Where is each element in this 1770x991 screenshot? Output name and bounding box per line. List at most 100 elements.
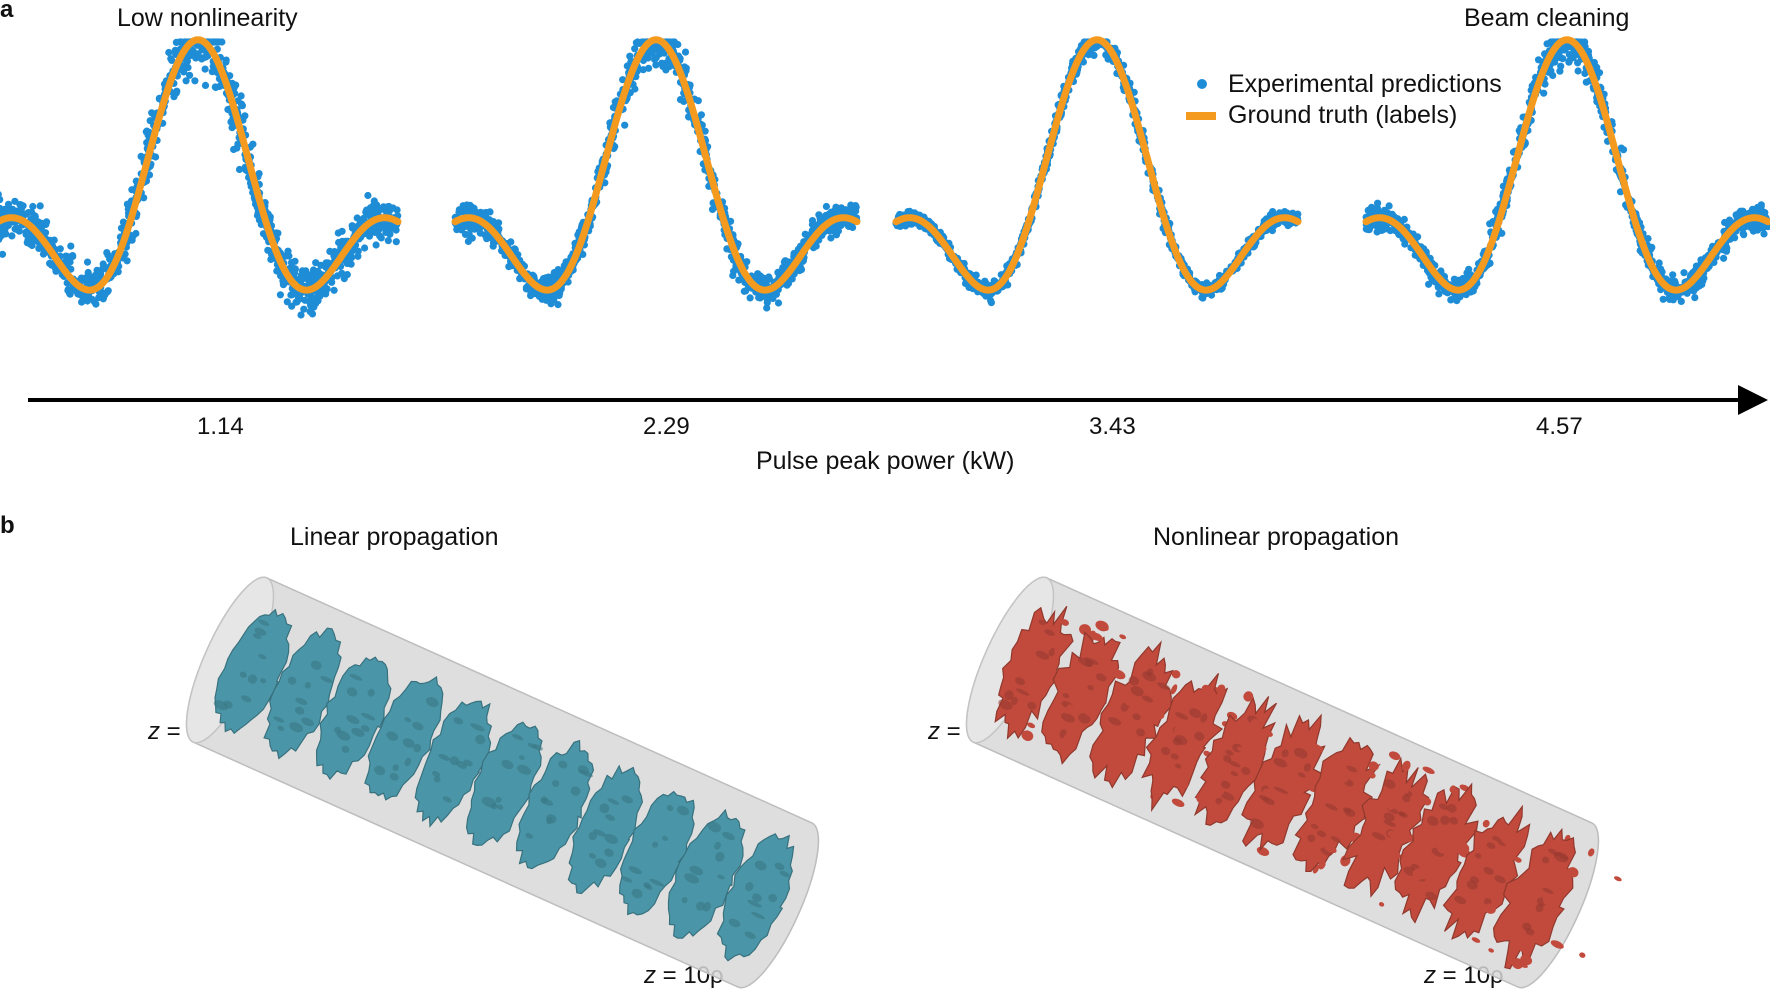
prediction-dot <box>808 220 817 228</box>
prediction-dot <box>386 230 394 238</box>
prediction-dot <box>191 77 199 85</box>
prediction-dot <box>296 295 304 303</box>
prediction-dot <box>228 124 236 132</box>
tick-label: 3.43 <box>1089 413 1136 440</box>
prediction-dot <box>1561 46 1569 54</box>
prediction-dot <box>283 298 291 306</box>
prediction-dot <box>235 165 244 174</box>
prediction-dot <box>522 285 531 293</box>
prediction-dot <box>831 208 839 216</box>
prediction-dot <box>1 225 9 233</box>
prediction-dot <box>723 245 731 253</box>
prediction-dot <box>797 266 806 274</box>
prediction-dot <box>201 81 210 89</box>
prediction-dot <box>1757 201 1765 209</box>
prediction-dot <box>338 237 346 245</box>
nonlinear-propagation-title: Nonlinear propagation <box>1153 523 1400 551</box>
prediction-dot <box>1449 295 1457 303</box>
prediction-dot <box>148 109 156 117</box>
prediction-dot <box>1720 254 1728 262</box>
prediction-dot <box>1722 247 1731 255</box>
prediction-dot <box>22 230 30 238</box>
prediction-dot <box>35 244 43 252</box>
prediction-dot <box>740 287 748 295</box>
prediction-dot <box>176 38 184 46</box>
low-nonlinearity-annotation: Low nonlinearity <box>117 4 298 32</box>
prediction-dot <box>304 274 312 282</box>
prediction-dot <box>297 311 305 319</box>
prediction-dot <box>354 252 362 260</box>
prediction-dot <box>288 302 296 310</box>
prediction-dot <box>1498 229 1506 237</box>
prediction-dots-2 <box>451 38 861 312</box>
prediction-dot <box>353 214 361 222</box>
intensity-blob <box>263 627 342 760</box>
intensity-blob <box>1041 620 1142 765</box>
legend-predictions-label: Experimental predictions <box>1228 70 1502 98</box>
prediction-dot <box>85 272 93 280</box>
prediction-dot <box>987 296 995 305</box>
prediction-dot <box>364 191 372 200</box>
prediction-dot <box>665 63 673 71</box>
prediction-dot <box>1400 215 1408 223</box>
prediction-dot <box>0 236 3 243</box>
prediction-dot <box>372 241 380 249</box>
prediction-dot <box>237 92 245 100</box>
prediction-dot <box>1760 230 1768 238</box>
prediction-dot <box>579 250 587 258</box>
prediction-dot <box>685 113 693 121</box>
prediction-dot <box>297 271 306 279</box>
prediction-dot <box>464 237 472 245</box>
prediction-dot <box>173 87 181 95</box>
prediction-dot <box>1463 269 1471 277</box>
prediction-dot <box>212 83 220 92</box>
prediction-dot <box>361 244 369 252</box>
intensity-blob <box>567 764 644 895</box>
legend-predictions-marker <box>1197 79 1207 89</box>
panel-a-letter: a <box>0 0 14 23</box>
prediction-dot <box>1565 51 1573 59</box>
prediction-dot <box>763 299 771 307</box>
prediction-dot <box>340 275 348 283</box>
legend-ground-truth-label: Ground truth (labels) <box>1228 101 1458 129</box>
prediction-dot <box>0 250 7 258</box>
prediction-dot <box>639 66 647 74</box>
intensity-blob <box>1342 756 1470 907</box>
beam-cleaning-annotation: Beam cleaning <box>1464 4 1630 32</box>
prediction-dot <box>489 239 498 247</box>
prediction-dot <box>276 291 284 299</box>
prediction-dot <box>681 48 690 56</box>
prediction-dot <box>825 210 833 218</box>
prediction-dot <box>222 58 230 66</box>
prediction-dot <box>784 259 792 267</box>
prediction-dot <box>16 201 24 209</box>
ground-truth-line-4 <box>1362 36 1770 294</box>
prediction-dot <box>146 117 154 125</box>
prediction-dot <box>652 54 660 62</box>
intensity-blob <box>515 739 595 870</box>
prediction-dot <box>215 38 223 46</box>
prediction-dot <box>279 281 287 289</box>
prediction-dot <box>1425 280 1433 288</box>
prediction-dot <box>676 96 685 104</box>
prediction-dot <box>1574 59 1582 67</box>
prediction-dot <box>167 55 175 63</box>
prediction-dot <box>307 301 315 309</box>
prediction-dot <box>483 235 491 243</box>
prediction-dot <box>83 258 92 266</box>
prediction-dot <box>352 223 360 231</box>
tick-label: 1.14 <box>197 413 244 440</box>
scatter-layer <box>0 38 1770 319</box>
prediction-dot <box>104 251 112 259</box>
ground-truth-line-1 <box>0 36 402 294</box>
prediction-dot <box>29 202 37 211</box>
intensity-blob <box>667 808 746 939</box>
prediction-dot <box>1557 62 1565 70</box>
prediction-dot <box>6 205 14 213</box>
prediction-dot <box>317 261 325 269</box>
prediction-dot <box>1581 38 1589 46</box>
prediction-dot <box>201 53 209 61</box>
intensity-blob <box>1492 827 1622 970</box>
prediction-dot <box>129 232 137 240</box>
